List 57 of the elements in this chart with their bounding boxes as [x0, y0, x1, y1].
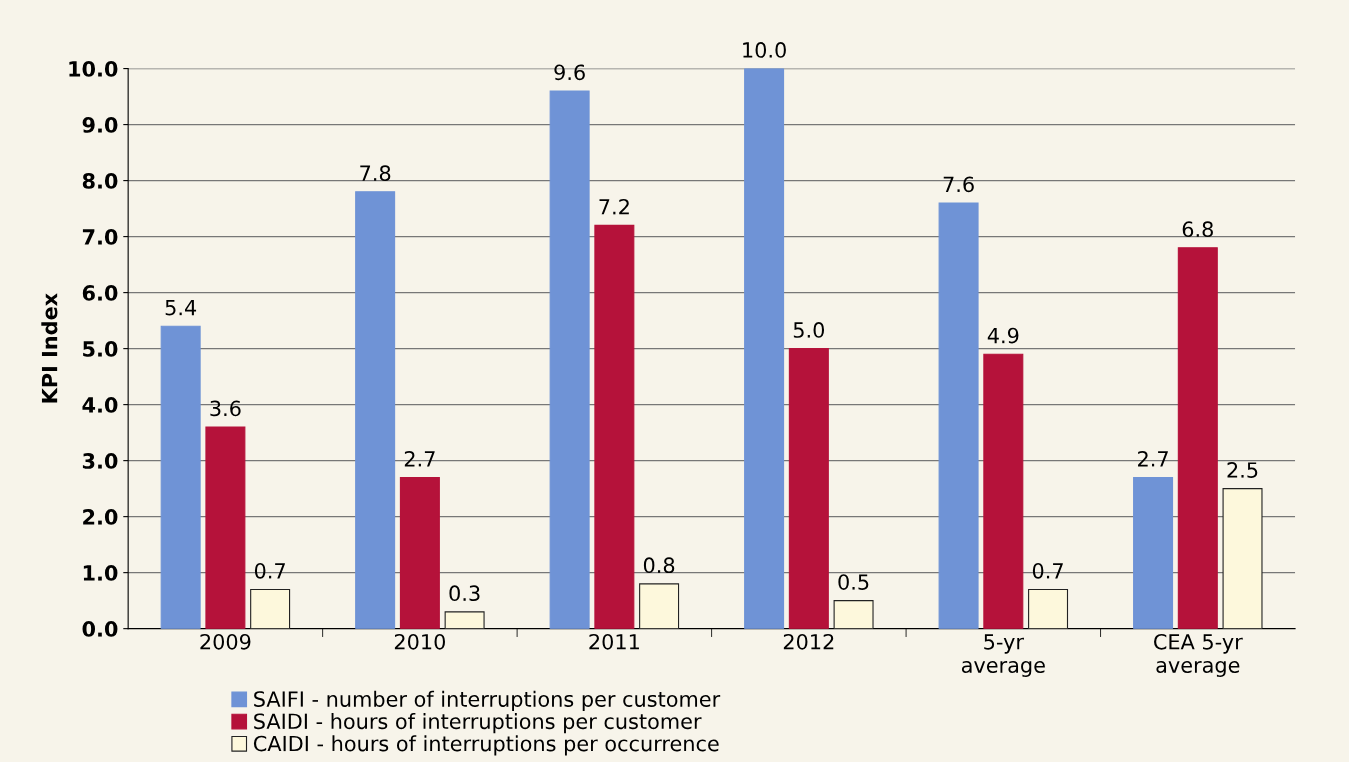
bar — [788, 348, 829, 629]
data-label: 6.8 — [1182, 221, 1213, 238]
x-tick-label: 5-yr average — [961, 634, 1045, 677]
legend-label: SAIFI - number of interruptions per customer — [254, 690, 721, 711]
y-tick-label: 5.0 — [83, 341, 118, 357]
data-label: 0.3 — [449, 585, 480, 602]
bar — [250, 588, 291, 629]
data-label: 2.5 — [1227, 462, 1258, 478]
data-label: 2.7 — [1138, 450, 1168, 467]
bar — [594, 224, 635, 629]
y-tick-label: 2.0 — [83, 509, 118, 525]
data-label: 0.7 — [254, 562, 285, 579]
data-label: 0.5 — [838, 574, 869, 590]
bar — [938, 202, 979, 629]
bar — [444, 611, 485, 629]
bar — [355, 191, 396, 629]
data-label: 3.6 — [210, 400, 241, 417]
y-tick-label: 6.0 — [82, 285, 118, 301]
data-label: 5.4 — [165, 299, 197, 316]
y-tick-label: 9.0 — [82, 117, 118, 133]
bar — [1177, 247, 1218, 629]
bar — [1133, 476, 1174, 629]
data-label: 7.2 — [599, 198, 629, 215]
bar — [160, 325, 201, 629]
y-tick-label: 10.0 — [69, 61, 118, 77]
bar — [399, 476, 440, 629]
data-label: 0.8 — [643, 557, 675, 574]
data-label: 10.0 — [743, 42, 786, 58]
y-tick-label: 3.0 — [82, 453, 118, 469]
x-tick-label: 2009 — [200, 633, 251, 650]
y-tick-label: 4.0 — [82, 397, 118, 413]
x-tick-label: CEA 5-yr average — [1154, 633, 1243, 677]
y-tick-label: 7.0 — [82, 229, 118, 245]
y-tick-label: 1.0 — [83, 565, 118, 581]
x-tick-label: 2012 — [783, 633, 834, 650]
y-tick-label: 0.0 — [82, 621, 118, 637]
y-axis-title: KPI Index — [41, 293, 58, 403]
bar — [639, 583, 680, 629]
x-tick-label: 2010 — [394, 633, 445, 650]
data-label: 2.7 — [404, 450, 435, 467]
bar — [205, 426, 246, 629]
data-label: 5.0 — [793, 322, 825, 338]
data-label: 0.7 — [1032, 562, 1063, 579]
data-label: 9.6 — [554, 64, 585, 81]
bar — [1222, 488, 1263, 629]
bar — [833, 600, 874, 629]
bar — [744, 68, 785, 629]
legend-label: CAIDI - hours of interruptions per occurrence — [253, 735, 719, 756]
y-tick-label: 8.0 — [82, 173, 118, 189]
bar — [549, 90, 590, 629]
data-label: 7.8 — [360, 165, 391, 182]
bar — [1028, 588, 1069, 629]
x-tick-label: 2011 — [589, 633, 639, 650]
data-label: 4.9 — [987, 327, 1019, 344]
bar — [983, 353, 1024, 629]
legend-label: SAIDI - hours of interruptions per customer — [254, 713, 702, 734]
data-label: 7.6 — [943, 176, 974, 193]
